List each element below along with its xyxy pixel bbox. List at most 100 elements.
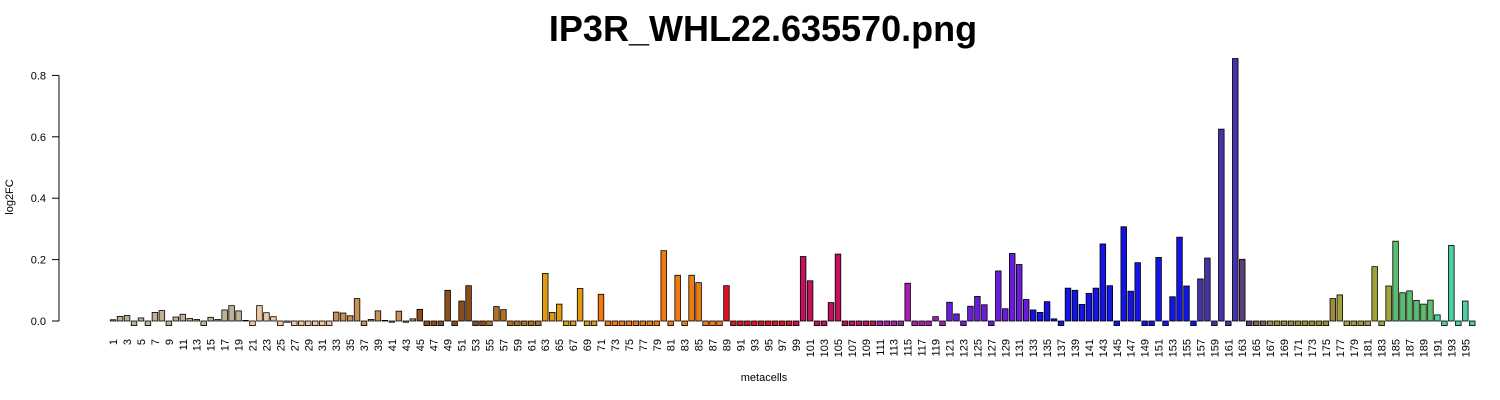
bar-metacell-31 [318, 320, 326, 326]
bars-group [109, 58, 1476, 326]
x-tick-label: 11 [178, 339, 190, 350]
x-tick-label: 99 [791, 339, 803, 351]
bar-metacell-99 [792, 320, 800, 326]
bar-metacell-107 [848, 320, 856, 326]
bar-metacell-6 [144, 320, 152, 326]
bar-metacell-63 [542, 273, 549, 322]
y-tick-label: 0.2 [31, 255, 46, 267]
bar-metacell-189 [1420, 303, 1427, 322]
bar-metacell-111 [876, 320, 883, 326]
bar-metacell-187 [1406, 290, 1413, 322]
bar-metacell-18 [228, 305, 235, 322]
x-tick-label: 181 [1363, 339, 1375, 357]
x-tick-label: 139 [1070, 339, 1082, 357]
x-tick-label: 69 [582, 339, 594, 351]
bar-metacell-120 [939, 320, 946, 326]
bar-metacell-27 [291, 320, 298, 326]
x-tick-label: 19 [234, 339, 246, 351]
bar-metacell-85 [695, 282, 702, 322]
x-tick-label: 187 [1405, 339, 1417, 357]
x-tick-label: 63 [540, 339, 552, 351]
bar-metacell-112 [883, 320, 890, 326]
bar-metacell-84 [688, 274, 695, 322]
bar-metacell-53 [472, 320, 479, 326]
bar-metacell-59 [514, 320, 521, 326]
bar-metacell-22 [256, 305, 263, 322]
x-tick-label: 135 [1042, 339, 1054, 357]
x-tick-label: 23 [261, 339, 273, 351]
x-tick-label: 77 [638, 339, 650, 351]
bar-metacell-102 [813, 320, 821, 326]
x-tick-label: 55 [484, 339, 496, 351]
x-tick-label: 183 [1377, 339, 1389, 357]
bar-metacell-48 [437, 320, 444, 326]
y-tick-label: 0.6 [31, 132, 46, 144]
x-tick-label: 53 [471, 339, 483, 351]
bar-metacell-133 [1029, 309, 1037, 322]
bar-metacell-40 [381, 319, 389, 322]
bar-metacell-7 [151, 311, 159, 322]
bar-metacell-92 [744, 320, 751, 326]
x-tick-label: 151 [1154, 339, 1166, 357]
x-tick-label: 93 [749, 339, 761, 351]
x-tick-label: 169 [1279, 339, 1291, 357]
bar-metacell-145 [1113, 320, 1120, 326]
bar-metacell-119 [932, 316, 939, 322]
bar-metacell-100 [799, 256, 807, 322]
x-tick-label: 145 [1112, 339, 1124, 357]
bar-metacell-108 [855, 320, 863, 326]
x-tick-label: 83 [680, 339, 692, 351]
x-tick-label: 81 [666, 339, 678, 351]
x-tick-label: 47 [429, 339, 441, 351]
bar-metacell-93 [751, 320, 758, 326]
bar-metacell-56 [493, 306, 500, 322]
x-tick-label: 45 [415, 339, 427, 351]
bar-metacell-64 [549, 311, 556, 322]
bar-metacell-182 [1371, 266, 1378, 322]
bar-metacell-159 [1211, 320, 1218, 326]
bar-metacell-153 [1169, 296, 1176, 322]
bar-metacell-5 [137, 317, 145, 322]
bar-metacell-154 [1176, 236, 1183, 322]
x-tick-label: 165 [1251, 339, 1263, 357]
x-tick-label: 155 [1181, 339, 1193, 357]
bar-metacell-176 [1329, 298, 1337, 322]
bar-metacell-137 [1057, 320, 1065, 326]
bar-metacell-50 [451, 320, 458, 326]
bar-metacell-16 [214, 319, 221, 322]
x-tick-label: 21 [248, 339, 260, 351]
x-tick-label: 189 [1418, 339, 1430, 357]
x-tick-label: 87 [708, 339, 720, 351]
bar-metacell-101 [806, 280, 814, 322]
bar-metacell-179 [1350, 320, 1357, 326]
x-tick-label: 17 [220, 339, 232, 351]
bar-metacell-114 [897, 320, 904, 326]
x-tick-label: 175 [1321, 339, 1333, 357]
bar-metacell-169 [1280, 320, 1288, 326]
x-tick-label: 117 [917, 339, 929, 357]
bar-metacell-47 [430, 320, 437, 326]
bar-metacell-194 [1455, 320, 1462, 326]
y-tick-label: 0.4 [31, 193, 46, 205]
bar-metacell-155 [1183, 285, 1190, 322]
bar-metacell-60 [521, 320, 528, 326]
bar-metacell-172 [1301, 320, 1309, 326]
x-tick-label: 89 [721, 339, 733, 351]
bar-metacell-165 [1252, 320, 1260, 326]
bar-metacell-29 [305, 320, 312, 326]
x-tick-label: 105 [833, 339, 845, 357]
bar-metacell-129 [1002, 308, 1009, 322]
x-tick-label: 179 [1349, 339, 1361, 357]
x-tick-label: 9 [164, 339, 176, 345]
x-tick-label: 195 [1460, 339, 1472, 357]
bar-metacell-161 [1225, 320, 1232, 326]
bar-metacell-11 [179, 313, 186, 322]
bar-metacell-195 [1462, 300, 1469, 322]
bar-metacell-140 [1078, 304, 1086, 322]
x-tick-label: 49 [443, 339, 455, 351]
x-tick-label: 39 [373, 339, 385, 351]
x-tick-label: 103 [819, 339, 831, 357]
bar-metacell-193 [1448, 245, 1455, 322]
x-tick-label: 5 [136, 339, 148, 345]
